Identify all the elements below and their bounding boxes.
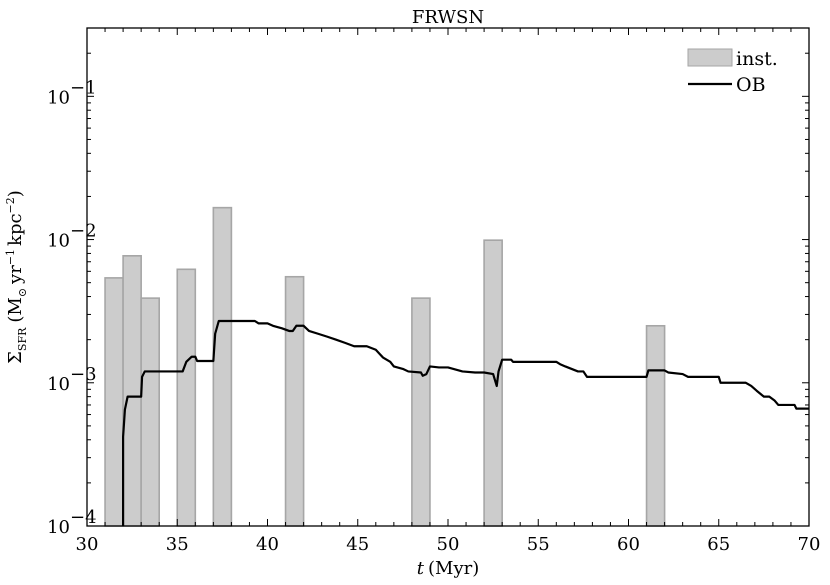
y-tick-base: 10 bbox=[47, 231, 70, 252]
x-tick-label: 30 bbox=[76, 534, 99, 555]
inst-bar-0 bbox=[104, 277, 124, 527]
x-tick-label: 45 bbox=[346, 534, 369, 555]
y-tick-label: 10 bbox=[47, 517, 70, 538]
y-tick-exponent: −2 bbox=[70, 221, 97, 242]
x-tick-label: 70 bbox=[798, 534, 821, 555]
x-tick-labels: 30 35 40 45 50 55 60 65 70 bbox=[76, 534, 821, 555]
legend: inst. OB bbox=[687, 48, 778, 96]
y-title-sfr: SFR bbox=[16, 327, 29, 351]
inst-bar-8 bbox=[645, 324, 666, 527]
x-tick-label: 35 bbox=[166, 534, 189, 555]
y-tick-base: 10 bbox=[47, 374, 70, 395]
legend-ob-label: OB bbox=[736, 74, 766, 96]
x-tick-label: 40 bbox=[256, 534, 279, 555]
y-title-sigma: Σ bbox=[5, 351, 26, 364]
y-title-exp2: −2 bbox=[4, 197, 17, 213]
x-tick-label: 55 bbox=[527, 534, 550, 555]
inst-bar-2 bbox=[140, 297, 160, 527]
y-tick-exponent: −3 bbox=[70, 364, 97, 385]
inst-bar-6 bbox=[411, 297, 431, 527]
inst-bars bbox=[104, 206, 666, 527]
chart-title: FRWSN bbox=[412, 7, 484, 28]
x-axis-title-unit: (Myr) bbox=[428, 558, 479, 579]
svg-text:ΣSFR(M⊙yr−1kpc−2): ΣSFR (M⊙ yr−1 kpc−2) bbox=[4, 190, 29, 364]
y-tick-label: 10 bbox=[47, 231, 70, 252]
y-tick-exponent: −4 bbox=[70, 507, 97, 528]
ob-line-layer bbox=[122, 319, 809, 526]
inst-bar-1 bbox=[122, 255, 142, 527]
y-tick-label: 10 bbox=[47, 87, 70, 108]
y-tick-base: 10 bbox=[47, 87, 70, 108]
y-title-yr: yr bbox=[5, 265, 26, 285]
x-axis-title-var: t bbox=[417, 558, 425, 579]
y-title-exp1: −1 bbox=[4, 249, 17, 265]
x-tick-label: 50 bbox=[437, 534, 460, 555]
x-tick-label: 65 bbox=[707, 534, 730, 555]
y-title-open: (M bbox=[5, 297, 26, 322]
inst-bar-7 bbox=[483, 239, 503, 527]
y-tick-labels: 10−410−310−210−1 bbox=[47, 77, 96, 538]
y-tick-label: 10 bbox=[47, 374, 70, 395]
y-axis-title: ΣSFR (M⊙ yr−1 kpc−2) bbox=[4, 190, 29, 364]
x-tick-label: 60 bbox=[617, 534, 640, 555]
legend-inst-label: inst. bbox=[736, 48, 778, 70]
y-title-sun: ⊙ bbox=[16, 288, 29, 297]
y-title-close: ) bbox=[5, 190, 26, 197]
legend-inst-swatch bbox=[687, 48, 733, 67]
inst-bar-4 bbox=[212, 206, 233, 527]
y-title-kpc: kpc bbox=[5, 213, 26, 246]
y-tick-exponent: −1 bbox=[70, 77, 97, 98]
inst-bar-5 bbox=[284, 275, 305, 527]
ob-line bbox=[122, 319, 809, 526]
axis-ticks bbox=[86, 28, 810, 527]
y-tick-base: 10 bbox=[47, 517, 70, 538]
x-axis-title: t (Myr) bbox=[417, 558, 479, 579]
inst-bar-3 bbox=[176, 268, 197, 527]
